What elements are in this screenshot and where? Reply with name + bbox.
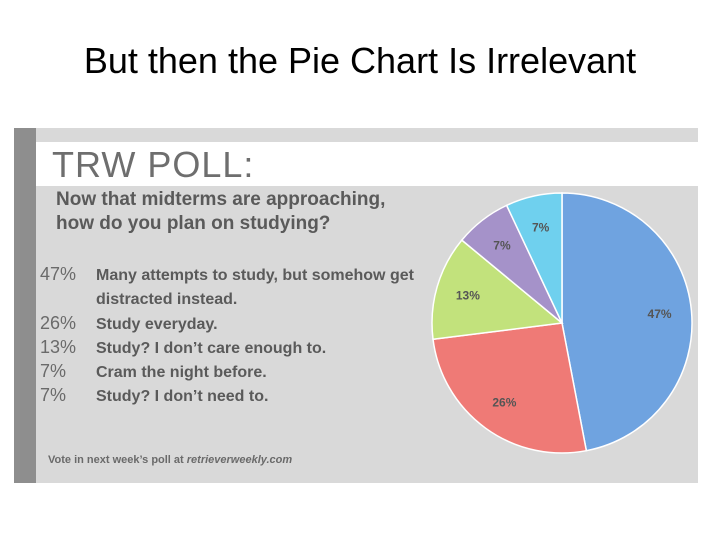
footer-prefix: Vote in next week’s poll at (48, 454, 187, 466)
poll-question: Now that midterms are approaching, how d… (56, 189, 386, 234)
pie-slice-2 (432, 322, 588, 454)
pie-slice-label-3: 13% (456, 289, 480, 303)
legend-pct: 13% (40, 337, 77, 357)
legend-text: Cram the night before. (96, 364, 267, 381)
legend-pct: 47% (40, 264, 77, 284)
pie-slice-label-2: 26% (492, 395, 516, 409)
pie-slice-label-1: 47% (648, 307, 672, 321)
pie-slice-label-5: 7% (532, 220, 550, 234)
legend-text: Many attempts to study, but somehow get … (96, 267, 414, 308)
pie-slice-3 (431, 239, 564, 341)
pie-slice-5 (505, 192, 563, 324)
poll-logo: TRW POLL: (52, 144, 255, 185)
poll-header: TRW POLL: (36, 142, 698, 186)
slide-title: But then the Pie Chart Is Irrelevant (83, 40, 637, 81)
footer-link[interactable]: retrieverweekly.com (186, 454, 293, 466)
legend-text: Study everyday. (96, 316, 218, 333)
legend-text: Study? I don’t need to. (96, 388, 269, 405)
legend-pct: 7% (40, 361, 67, 381)
poll-side-strip (14, 128, 36, 483)
pie-slice-1 (561, 192, 693, 452)
poll-card: TRW POLL: Now that midterms are approach… (14, 128, 698, 483)
legend-text: Study? I don’t care enough to. (96, 340, 327, 357)
legend-pct: 26% (40, 313, 77, 333)
poll-footer: Vote in next week’s poll at retrieverwee… (48, 454, 292, 466)
legend-pct: 7% (40, 385, 67, 405)
pie-slice-label-4: 7% (493, 239, 511, 253)
pie-chart: 47% 26% 13% 7% 7% (431, 192, 693, 454)
